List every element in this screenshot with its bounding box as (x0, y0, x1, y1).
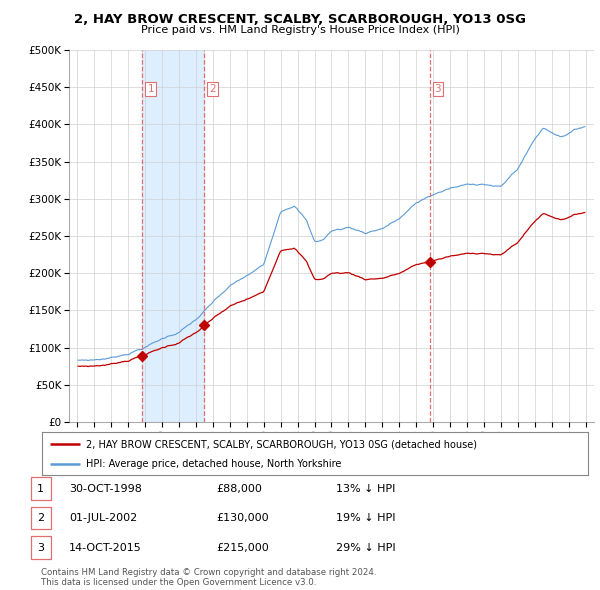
Text: Price paid vs. HM Land Registry's House Price Index (HPI): Price paid vs. HM Land Registry's House … (140, 25, 460, 35)
Text: Contains HM Land Registry data © Crown copyright and database right 2024.: Contains HM Land Registry data © Crown c… (41, 568, 376, 576)
Text: 2, HAY BROW CRESCENT, SCALBY, SCARBOROUGH, YO13 0SG (detached house): 2, HAY BROW CRESCENT, SCALBY, SCARBOROUG… (86, 440, 476, 450)
Text: 01-JUL-2002: 01-JUL-2002 (69, 513, 137, 523)
Text: 29% ↓ HPI: 29% ↓ HPI (336, 543, 395, 552)
Text: 30-OCT-1998: 30-OCT-1998 (69, 484, 142, 493)
Text: 1: 1 (37, 484, 44, 493)
Text: 19% ↓ HPI: 19% ↓ HPI (336, 513, 395, 523)
Text: This data is licensed under the Open Government Licence v3.0.: This data is licensed under the Open Gov… (41, 578, 316, 587)
Bar (142, 50, 205, 422)
Text: 1: 1 (148, 84, 154, 94)
Text: 13% ↓ HPI: 13% ↓ HPI (336, 484, 395, 493)
Text: 3: 3 (37, 543, 44, 552)
Text: HPI: Average price, detached house, North Yorkshire: HPI: Average price, detached house, Nort… (86, 460, 341, 469)
Text: 2: 2 (37, 513, 44, 523)
Text: £130,000: £130,000 (216, 513, 269, 523)
Text: £215,000: £215,000 (216, 543, 269, 552)
Text: 2, HAY BROW CRESCENT, SCALBY, SCARBOROUGH, YO13 0SG: 2, HAY BROW CRESCENT, SCALBY, SCARBOROUG… (74, 13, 526, 26)
Text: £88,000: £88,000 (216, 484, 262, 493)
Text: 14-OCT-2015: 14-OCT-2015 (69, 543, 142, 552)
Text: 2: 2 (209, 84, 216, 94)
Text: 3: 3 (434, 84, 441, 94)
